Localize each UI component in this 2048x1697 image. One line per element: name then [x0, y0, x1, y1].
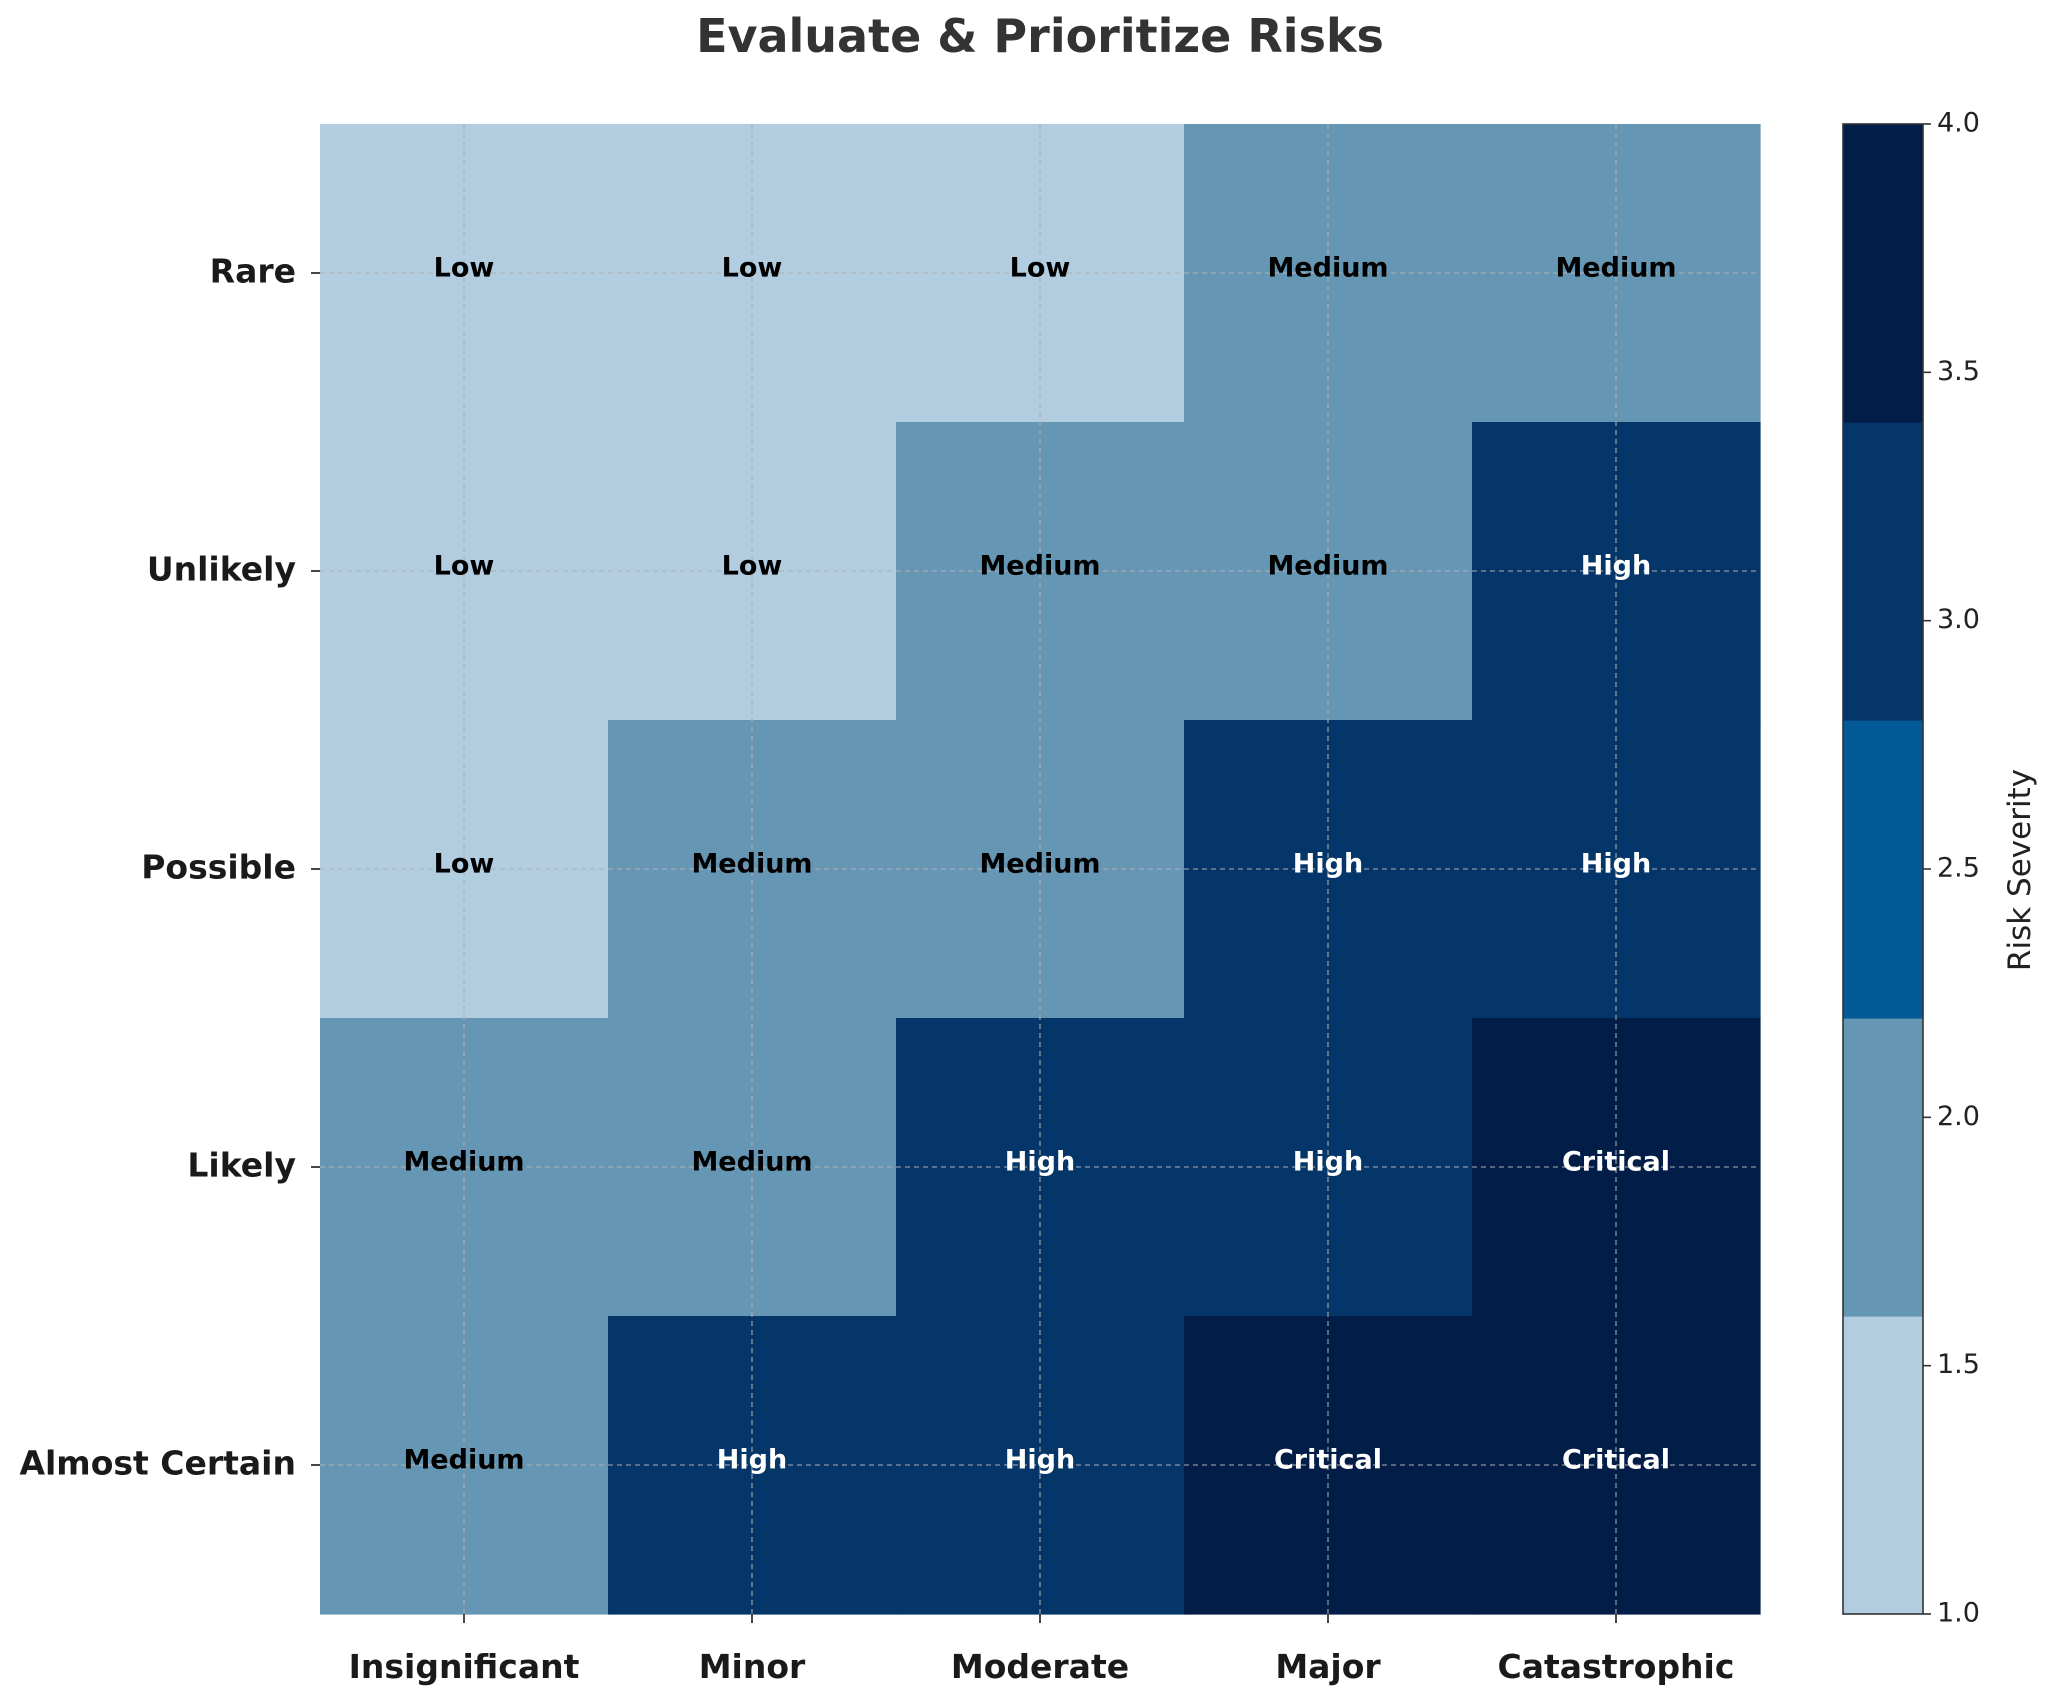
- colorbar-tick-label: 2.0: [1937, 1101, 1980, 1132]
- x-tick-label: Major: [1275, 1647, 1381, 1686]
- colorbar-band: [1843, 124, 1923, 423]
- colorbar-tick-label: 1.0: [1937, 1598, 1980, 1629]
- cell-label: Medium: [1267, 253, 1388, 284]
- cell-label: Low: [434, 253, 495, 284]
- axis-ticks: [311, 272, 1617, 1623]
- cell-label: Medium: [403, 1147, 524, 1178]
- cell-labels: Low Low Low Medium Medium Low Low Medium Medium H…: [403, 253, 1676, 1476]
- cell-label: Low: [1010, 253, 1071, 284]
- colorbar-tick-label: 2.5: [1937, 853, 1980, 884]
- chart-title: Evaluate & Prioritize Risks: [696, 9, 1384, 63]
- y-tick-label: Likely: [187, 1146, 296, 1185]
- y-tick-label: Almost Certain: [19, 1444, 296, 1483]
- cell-label: High: [1005, 1147, 1075, 1178]
- cell-label: Critical: [1562, 1147, 1670, 1178]
- y-tick-label: Possible: [141, 848, 296, 887]
- y-tick-label: Unlikely: [147, 550, 296, 589]
- cell-label: Critical: [1562, 1445, 1670, 1476]
- y-tick-label: Rare: [210, 252, 296, 291]
- cell-label: Medium: [979, 849, 1100, 880]
- cell-label: Critical: [1274, 1445, 1382, 1476]
- cell-label: Low: [722, 253, 783, 284]
- cell-label: Medium: [979, 551, 1100, 582]
- y-axis-tick-labels: Rare Unlikely Possible Likely Almost Certain: [19, 252, 296, 1483]
- colorbar-tick-label: 3.0: [1937, 604, 1980, 635]
- cell-label: Low: [722, 551, 783, 582]
- colorbar: 1.0 1.5 2.0 2.5 3.0 3.5 4.0: [1842, 108, 1980, 1629]
- cell-label: High: [1293, 849, 1363, 880]
- colorbar-tick-label: 3.5: [1937, 356, 1980, 387]
- cell-label: High: [717, 1445, 787, 1476]
- x-tick-label: Moderate: [951, 1647, 1129, 1686]
- colorbar-tick-label: 4.0: [1937, 108, 1980, 139]
- cell-label: High: [1581, 849, 1651, 880]
- grid-lines: [320, 124, 1760, 1614]
- colorbar-band: [1843, 422, 1923, 721]
- colorbar-label: Risk Severity: [2002, 769, 2038, 971]
- colorbar-band: [1843, 1316, 1923, 1615]
- cell-label: Medium: [1267, 551, 1388, 582]
- cell-label: Medium: [403, 1445, 524, 1476]
- x-tick-label: Minor: [699, 1647, 806, 1686]
- x-axis-tick-labels: Insignificant Minor Moderate Major Catastrop…: [349, 1647, 1735, 1686]
- colorbar-band: [1843, 1018, 1923, 1317]
- cell-label: Low: [434, 551, 495, 582]
- cell-label: Low: [434, 849, 495, 880]
- cell-label: High: [1005, 1445, 1075, 1476]
- cell-label: High: [1581, 551, 1651, 582]
- x-tick-label: Catastrophic: [1498, 1647, 1735, 1686]
- cell-label: Medium: [691, 1147, 812, 1178]
- cell-label: Medium: [1555, 253, 1676, 284]
- x-tick-label: Insignificant: [349, 1647, 580, 1686]
- colorbar-tick-label: 1.5: [1937, 1349, 1980, 1380]
- cell-label: High: [1293, 1147, 1363, 1178]
- cell-label: Medium: [691, 849, 812, 880]
- colorbar-band: [1843, 720, 1923, 1019]
